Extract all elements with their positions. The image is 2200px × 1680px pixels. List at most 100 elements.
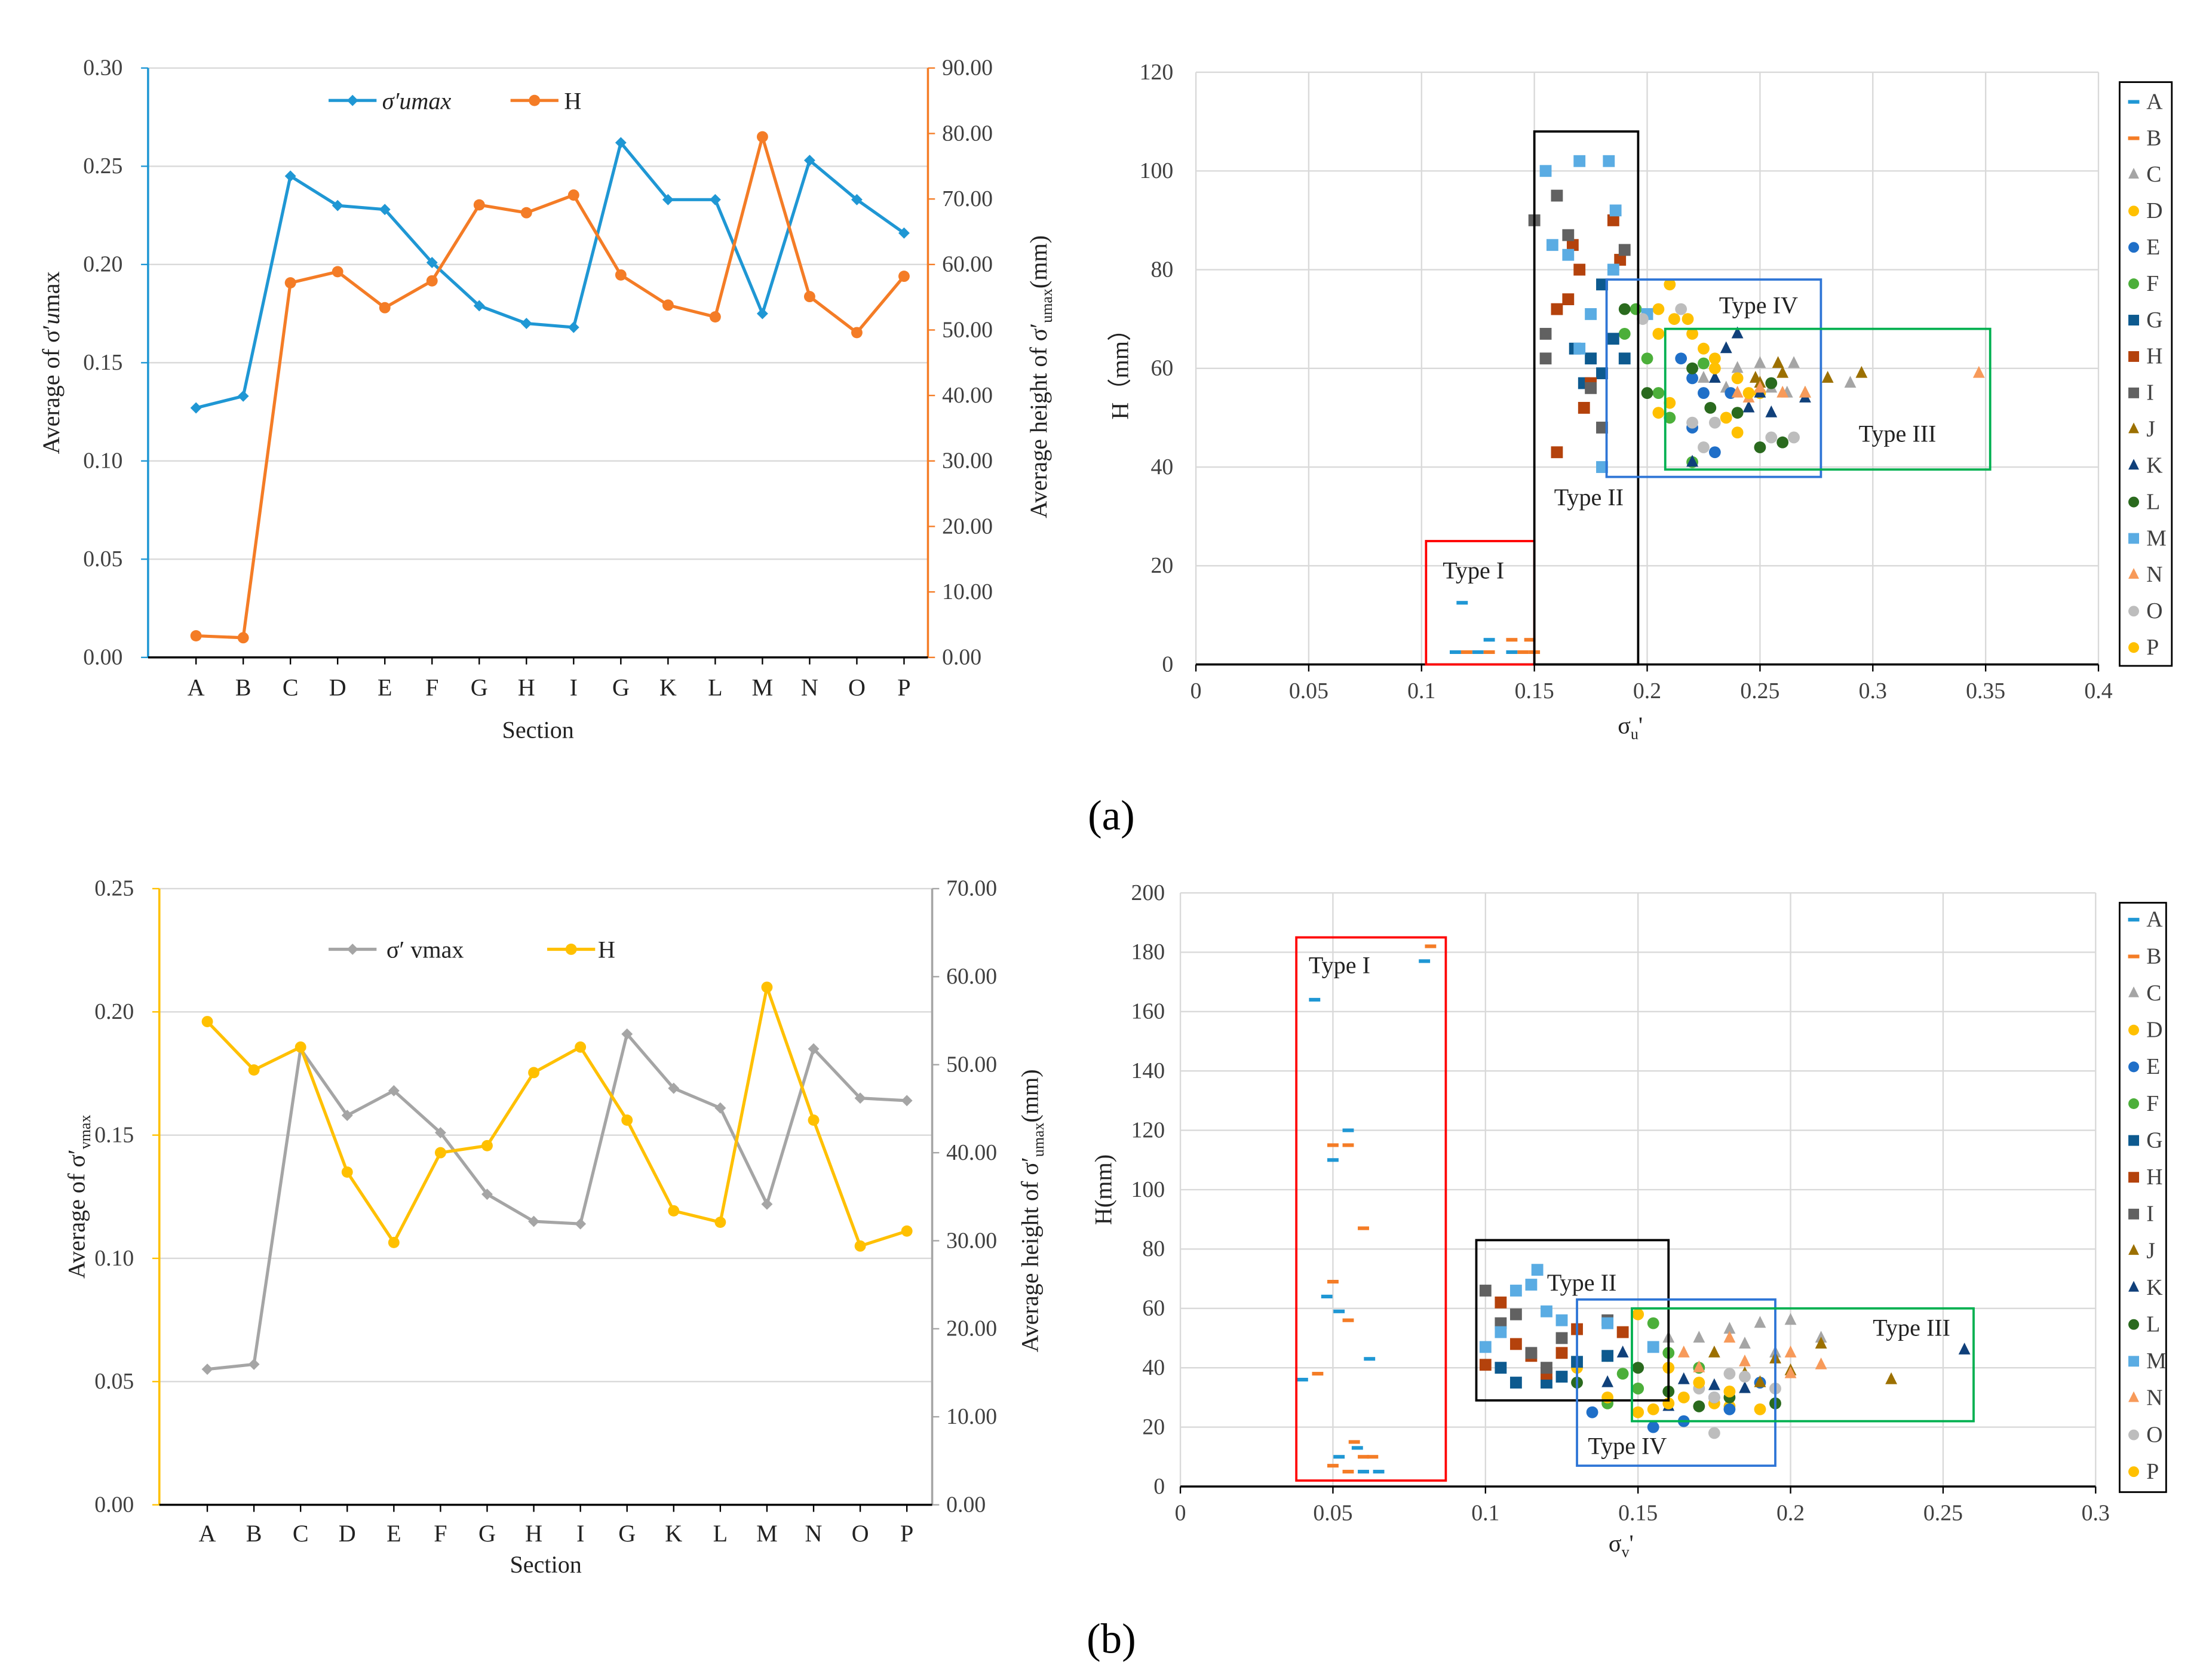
data-point xyxy=(803,155,815,166)
y-tick-label: 200 xyxy=(1131,880,1165,905)
legend-marker xyxy=(2128,242,2140,253)
data-point-I xyxy=(1555,1332,1568,1344)
data-point-I xyxy=(1551,189,1563,202)
y-tick-label: 0.15 xyxy=(83,350,122,375)
data-point-H xyxy=(1509,1338,1522,1350)
region-label: Type I xyxy=(1309,952,1370,979)
y-tick-label: 140 xyxy=(1131,1058,1165,1083)
data-point-A xyxy=(1333,1309,1345,1313)
data-point-A xyxy=(1419,959,1431,963)
x-axis-title-sub: v xyxy=(1622,1543,1630,1561)
region-box xyxy=(1576,1298,1776,1467)
legend-label: B xyxy=(2146,125,2161,151)
legend-label: M xyxy=(2146,1349,2167,1374)
data-point-O xyxy=(1708,1391,1720,1403)
data-point xyxy=(201,1016,213,1027)
data-point-G xyxy=(1541,1377,1552,1389)
x-tick-label: 0.15 xyxy=(1618,1501,1658,1526)
data-point-K xyxy=(1765,405,1778,417)
legend-marker xyxy=(2128,1172,2140,1183)
legend-marker xyxy=(565,944,577,955)
legend-marker xyxy=(2128,1244,2140,1255)
legend-label: L xyxy=(2146,1312,2160,1337)
y-tick-label: 0.00 xyxy=(94,1492,134,1517)
data-point-K xyxy=(1958,1343,1971,1355)
data-point xyxy=(332,266,343,278)
legend-label: O xyxy=(2146,598,2162,624)
data-point-H xyxy=(1573,263,1586,276)
data-point xyxy=(284,277,296,289)
y-tick-label: 0.10 xyxy=(83,449,122,474)
x-tick-label: 0.05 xyxy=(1289,678,1328,704)
legend-marker xyxy=(2128,917,2140,922)
x-tick-label: 0.4 xyxy=(2084,678,2112,704)
data-point-D xyxy=(1677,1391,1690,1403)
series-line-0 xyxy=(207,1030,907,1371)
data-point-G xyxy=(1495,1362,1507,1374)
data-point-M xyxy=(1647,1341,1659,1353)
data-point-D xyxy=(1708,352,1721,365)
data-point xyxy=(248,1358,260,1370)
data-point-L xyxy=(1632,1362,1644,1374)
data-point xyxy=(761,1198,773,1210)
region-label: Type III xyxy=(1859,420,1937,447)
legend-label: σ′ vmax xyxy=(386,936,464,963)
data-point-M xyxy=(1495,1326,1507,1338)
data-point-N xyxy=(1723,1331,1736,1343)
data-point-P xyxy=(1632,1406,1644,1418)
data-point-G xyxy=(1601,1350,1614,1362)
y-axis-title-italic: u xyxy=(38,312,65,324)
data-point-I xyxy=(1539,352,1552,365)
y2-axis-title-rest: (mm) xyxy=(1017,1069,1044,1122)
data-point-M xyxy=(1525,1279,1538,1291)
x-axis-title: σv' xyxy=(1609,1530,1634,1561)
legend-label: J xyxy=(2146,417,2155,442)
y-tick-label: 0 xyxy=(1162,652,1173,677)
x-tick-label: 0.3 xyxy=(2082,1501,2110,1526)
data-point-B xyxy=(1367,1455,1379,1459)
data-point-C xyxy=(1723,1322,1736,1334)
data-point-D xyxy=(1682,313,1694,325)
legend-label: L xyxy=(2146,489,2160,514)
data-point xyxy=(379,204,391,216)
data-point-B xyxy=(1358,1226,1369,1230)
y-tick-label: 0.05 xyxy=(83,546,122,572)
data-point-G xyxy=(1596,278,1608,291)
data-point xyxy=(575,1041,587,1053)
region-box xyxy=(1664,327,1992,471)
data-point-A xyxy=(1342,1128,1354,1132)
data-point-L xyxy=(1686,362,1698,374)
caption-b: (b) xyxy=(1087,1616,1136,1663)
data-point xyxy=(473,199,485,211)
data-point-D xyxy=(1664,278,1676,291)
y-tick-label: 0.05 xyxy=(94,1369,134,1394)
data-point-I xyxy=(1618,244,1631,256)
data-point-M xyxy=(1539,165,1552,177)
data-point xyxy=(756,308,768,320)
data-point-I xyxy=(1479,1285,1492,1297)
x-tick-label: F xyxy=(434,1520,447,1547)
data-point-M xyxy=(1603,155,1615,167)
data-point xyxy=(237,632,249,644)
series-line-0 xyxy=(195,139,905,410)
legend-label: E xyxy=(2146,1054,2160,1079)
legend-marker xyxy=(2128,1208,2140,1220)
y-tick-label: 0 xyxy=(1153,1474,1165,1499)
data-point-F xyxy=(1647,1317,1659,1329)
x-axis-title: σu' xyxy=(1618,712,1643,742)
data-point-O xyxy=(1765,431,1778,444)
y-tick-label: 0.20 xyxy=(83,252,122,277)
x-tick-label: F xyxy=(425,674,438,701)
x-tick-label: 0.15 xyxy=(1515,678,1554,704)
data-point-A xyxy=(1358,1470,1369,1474)
region-box xyxy=(1475,1239,1670,1402)
y2-axis-title-sub: umax xyxy=(1038,288,1055,323)
data-point-J xyxy=(1821,371,1834,383)
legend-marker xyxy=(2128,387,2140,398)
data-point-P xyxy=(1723,1386,1736,1398)
data-point-E xyxy=(1708,446,1721,459)
data-point-A xyxy=(1506,650,1518,654)
data-point xyxy=(898,271,910,282)
legend-label: K xyxy=(2146,453,2162,478)
legend-marker xyxy=(2128,496,2140,508)
